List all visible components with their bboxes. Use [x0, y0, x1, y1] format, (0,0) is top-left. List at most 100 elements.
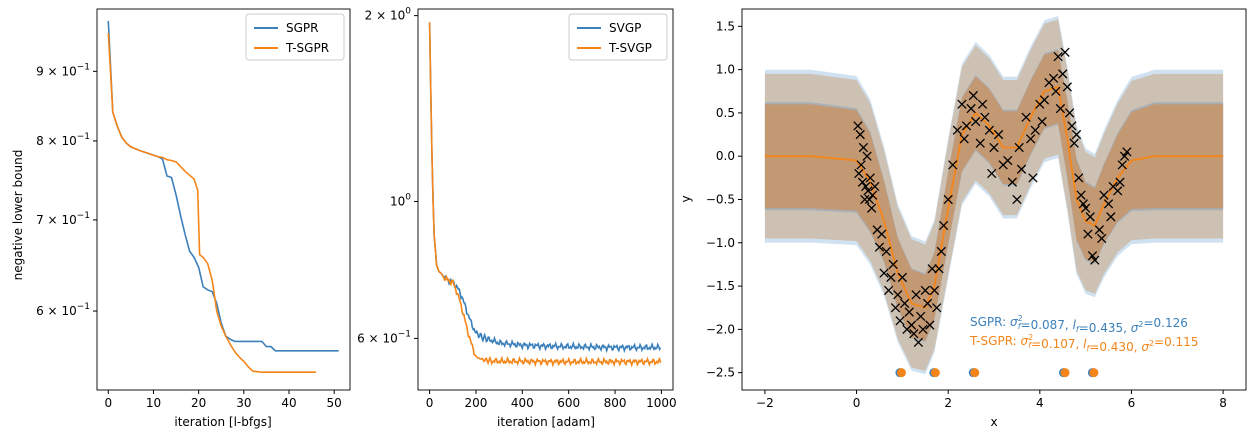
tsgpr-inner-band	[764, 50, 1224, 341]
observation-marker	[862, 151, 872, 161]
observation-marker	[971, 116, 981, 127]
observation-marker	[865, 173, 875, 183]
observation-marker	[911, 290, 921, 300]
observation-marker	[1060, 47, 1070, 57]
y-tick-label: 1.0	[716, 63, 735, 77]
x-tick-label: 200	[465, 396, 488, 410]
observation-marker	[909, 329, 919, 339]
observation-marker	[881, 246, 891, 257]
observation-marker	[890, 303, 901, 313]
observation-marker	[867, 203, 877, 213]
observation-marker	[938, 220, 949, 231]
observation-marker	[977, 99, 988, 109]
observation-marker	[861, 181, 871, 192]
observation-marker	[855, 129, 865, 140]
observation-marker	[1097, 233, 1107, 244]
observation-marker	[913, 337, 924, 348]
observation-marker	[993, 129, 1004, 140]
observation-marker	[856, 160, 866, 170]
observation-marker	[904, 307, 914, 317]
observation-marker	[1103, 199, 1114, 209]
observation-marker	[961, 121, 972, 131]
observation-marker	[1074, 173, 1084, 183]
observation-marker	[899, 298, 910, 309]
observation-marker	[916, 311, 926, 322]
observation-marker	[1078, 199, 1089, 209]
observation-marker	[906, 320, 917, 330]
observation-marker	[957, 99, 967, 109]
y-tick-label: 8 × 10−1	[36, 131, 90, 147]
x-tick-label: 10	[146, 396, 161, 410]
observation-marker	[1094, 225, 1105, 235]
x-tick-label: 0	[104, 396, 112, 410]
observation-marker	[929, 285, 940, 296]
panel-3: y x SGPR: σ2 f=0.087, lf=0.435, σ2=0.126 …	[679, 195, 1198, 429]
panel-3-xlabel: x	[990, 415, 997, 429]
observation-marker	[854, 168, 864, 179]
y-tick-label: −2.0	[706, 322, 735, 336]
panel-1-plot: 0 10 20 30 40 50 6 × 10−1 7 × 10−1 8 × 10−1 9 × 1…	[36, 8, 351, 410]
y-tick-label: 0.5	[716, 106, 735, 120]
x-tick-label: 0	[426, 396, 434, 410]
observation-marker	[1028, 173, 1038, 183]
observation-marker	[879, 268, 889, 278]
observation-marker	[1007, 177, 1017, 187]
tsgpr-outer-band	[764, 19, 1224, 371]
y-tick-label: 0.0	[716, 149, 735, 163]
observation-marker	[1016, 164, 1027, 174]
panel-1-xlabel: iteration [l-bfgs]	[174, 415, 271, 429]
observation-marker	[920, 285, 930, 296]
x-tick-label: 40	[281, 396, 296, 410]
observation-marker	[987, 168, 997, 179]
legend-label: T-SVGP	[608, 41, 652, 55]
observation-marker	[858, 142, 869, 153]
y-tick-label: 2 × 100	[365, 6, 412, 22]
observation-marker	[1119, 151, 1130, 161]
observation-marker	[980, 112, 990, 122]
observation-marker	[1003, 155, 1013, 166]
y-tick-label: −0.5	[706, 193, 735, 207]
axes-frame	[417, 8, 674, 391]
observation-marker	[1115, 177, 1125, 187]
observation-marker	[927, 264, 937, 274]
tsgpr-inducing-point	[1089, 368, 1099, 378]
observation-marker	[968, 90, 979, 101]
legend-label: T-SGPR	[285, 41, 329, 55]
x-tick-label: 20	[191, 396, 206, 410]
observation-marker	[1090, 255, 1100, 265]
panel-2: iteration [adam]	[497, 415, 595, 429]
observation-marker	[1025, 134, 1036, 144]
observation-marker	[864, 194, 875, 205]
observation-marker	[918, 324, 928, 335]
observation-marker	[1083, 229, 1093, 239]
observation-marker	[860, 194, 870, 205]
observation-marker	[1106, 212, 1116, 222]
x-tick-label: 800	[604, 396, 627, 410]
observation-marker	[1012, 194, 1022, 205]
observation-marker	[1055, 103, 1066, 114]
panel-2-xlabel: iteration [adam]	[497, 415, 595, 429]
observation-marker	[1064, 108, 1075, 118]
observation-marker	[870, 181, 880, 192]
predictive-mean-line	[764, 85, 1224, 309]
x-tick-label: 400	[511, 396, 534, 410]
series-line-svgp	[428, 22, 662, 354]
series-line-t-svgp	[428, 22, 662, 368]
observation-marker	[877, 229, 887, 239]
observation-marker	[1122, 147, 1132, 157]
series-line-t-sgpr	[107, 33, 317, 374]
observation-marker	[1067, 121, 1077, 131]
observation-marker	[948, 160, 958, 170]
observation-marker	[1037, 116, 1047, 127]
y-tick-label: 6 × 10−1	[36, 302, 90, 318]
observation-marker	[934, 264, 944, 274]
observation-marker	[1051, 86, 1061, 96]
x-tick-label: 30	[236, 396, 251, 410]
observation-marker	[989, 142, 999, 153]
x-tick-label: 0	[853, 396, 861, 410]
tsgpr-inducing-point	[1060, 368, 1070, 378]
observation-marker	[959, 134, 969, 144]
observation-marker	[1117, 160, 1127, 170]
observation-marker	[874, 242, 885, 252]
